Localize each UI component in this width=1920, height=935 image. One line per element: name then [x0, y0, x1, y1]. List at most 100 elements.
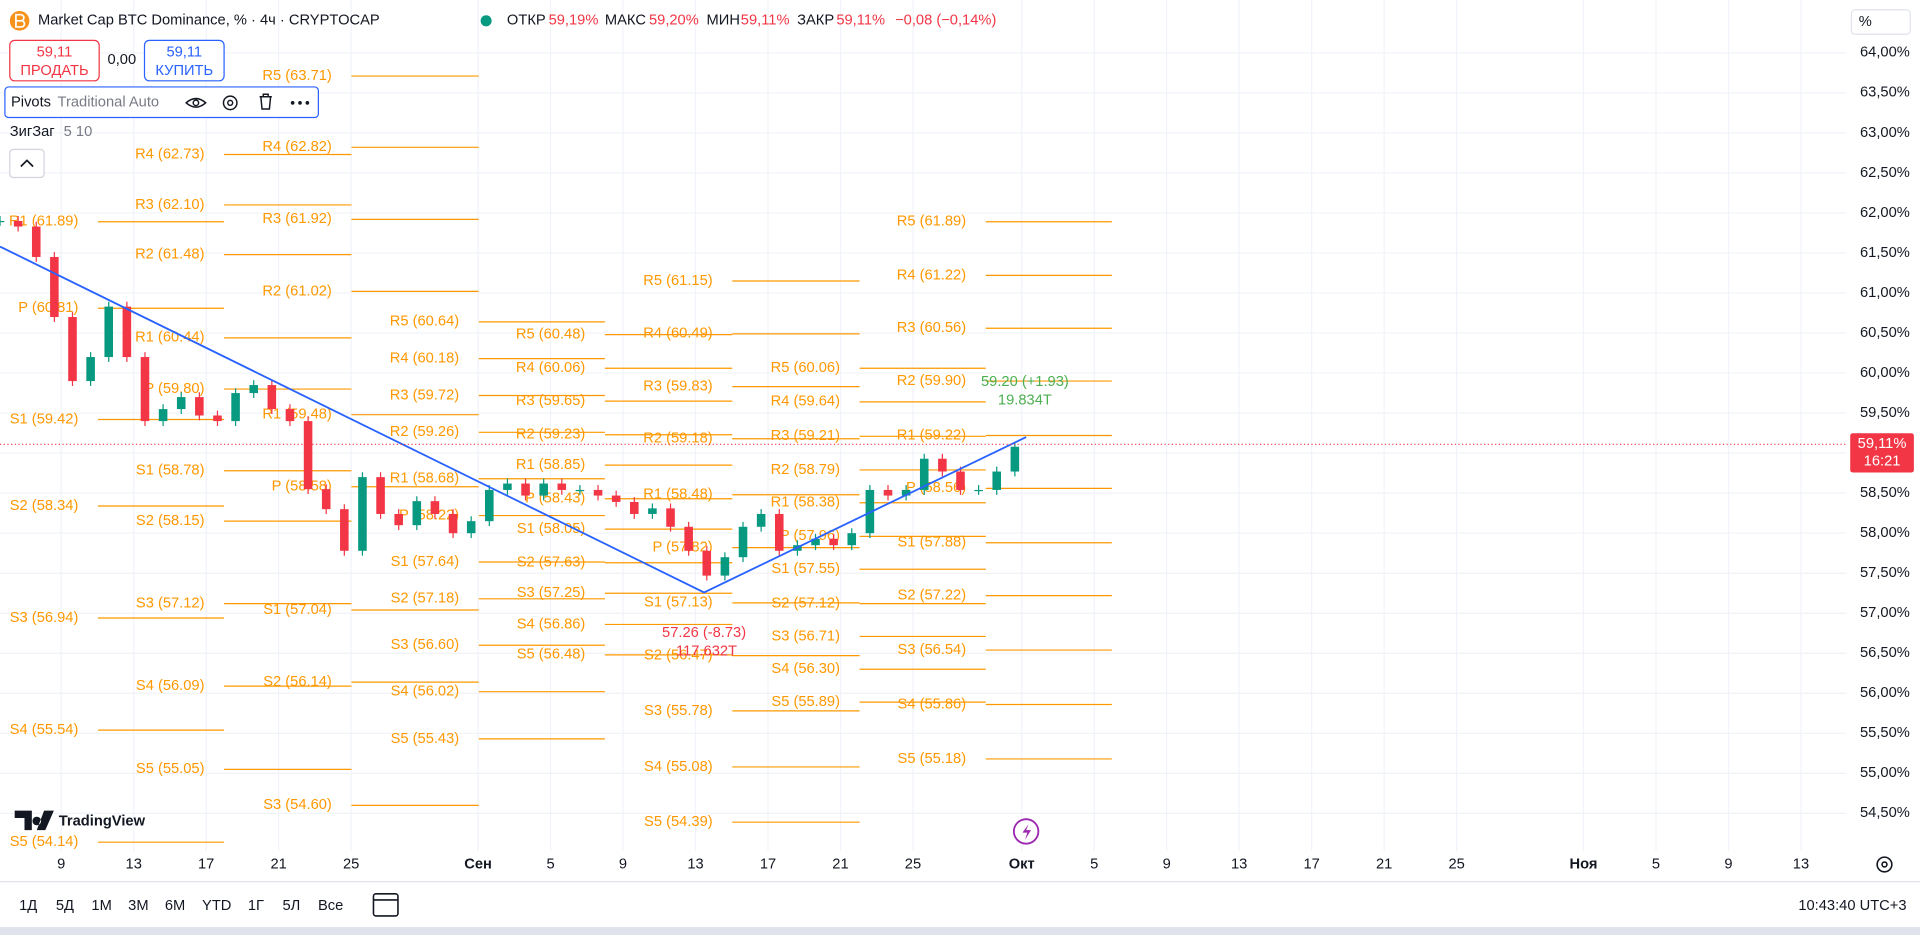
- pivot-label: R3 (59.83): [643, 379, 712, 395]
- symbol-title: Market Cap BTC Dominance, % · 4ч · CRYPT…: [38, 13, 380, 29]
- candle: [883, 489, 893, 496]
- range-button[interactable]: 3М: [128, 898, 148, 914]
- candle: [394, 513, 403, 526]
- y-tick-label: 57,00%: [1860, 605, 1910, 621]
- pivot-label: R1 (60.44): [135, 330, 204, 346]
- buy-label: КУПИТЬ: [155, 63, 213, 79]
- dot: [298, 101, 302, 105]
- ohlc-label: ЗАКР: [797, 13, 834, 29]
- last-price-label: 59,11%: [1858, 436, 1907, 452]
- pivot-label: R3 (59.21): [771, 428, 840, 444]
- pivot-label: R2 (58.79): [771, 462, 840, 478]
- candle: [285, 409, 295, 422]
- range-button[interactable]: 5Д: [56, 898, 74, 914]
- pivot-label: S5 (55.18): [898, 751, 967, 767]
- pivot-label: R5 (61.15): [643, 273, 712, 289]
- x-tick-label: 13: [1231, 856, 1247, 872]
- x-tick-label: 13: [1793, 856, 1809, 872]
- pivot-label: S1 (57.13): [644, 595, 713, 611]
- candle: [430, 501, 440, 514]
- indicator-params: 5 10: [64, 124, 93, 140]
- eye-icon[interactable]: [185, 97, 207, 108]
- pivot-label: P (60.81): [18, 300, 78, 316]
- candle: [68, 317, 77, 382]
- pivot-label: R4 (59.64): [771, 394, 840, 410]
- spread: 0,00: [108, 52, 137, 68]
- candle: [213, 415, 222, 422]
- pivot-label: S3 (56.54): [898, 642, 967, 658]
- collapse-button[interactable]: [9, 148, 45, 179]
- x-tick-label: 21: [832, 856, 848, 872]
- buy-price: 59,11: [166, 45, 202, 61]
- pivot-label: R1 (59.22): [897, 427, 966, 443]
- scale-mode-button[interactable]: [1850, 9, 1911, 35]
- pivot-label: R1 (58.68): [390, 471, 459, 487]
- pivot-label: S4 (55.54): [10, 722, 79, 738]
- x-tick-label: Сен: [464, 856, 492, 872]
- range-button[interactable]: 1Д: [19, 898, 37, 914]
- pivot-label: S2 (56.14): [263, 674, 332, 690]
- x-tick-label: 17: [1304, 856, 1320, 872]
- y-tick-label: 58,50%: [1860, 485, 1910, 501]
- candle: [1010, 446, 1020, 472]
- pivot-label: S3 (54.60): [263, 797, 332, 813]
- y-tick-label: 61,00%: [1860, 285, 1910, 301]
- y-tick-label: 56,50%: [1860, 645, 1910, 661]
- scale-mode: %: [1859, 14, 1872, 30]
- range-button[interactable]: YTD: [202, 898, 231, 914]
- y-tick-label: 54,50%: [1860, 805, 1910, 821]
- clock[interactable]: 10:43:40 UTC+3: [1798, 898, 1906, 914]
- ohlc-value: 59,20%: [649, 13, 699, 29]
- x-tick-label: 25: [905, 856, 921, 872]
- pivot-label: S1 (57.55): [771, 561, 840, 577]
- indicator-name: ЗигЗаг: [10, 124, 55, 140]
- x-tick-label: Ноя: [1570, 856, 1598, 872]
- candle: [358, 477, 367, 551]
- y-tick-label: 55,00%: [1860, 765, 1910, 781]
- indicator-params: Traditional Auto: [58, 95, 160, 111]
- candle: [557, 483, 567, 490]
- pivot-label: R5 (60.48): [516, 327, 585, 343]
- pivot-label: R4 (60.49): [643, 326, 712, 342]
- chevron: [20, 159, 34, 168]
- more-icon[interactable]: [290, 101, 310, 105]
- y-tick-label: 63,50%: [1860, 85, 1910, 101]
- ohlc-label: МАКС: [605, 13, 646, 29]
- pivot-label: S3 (56.71): [771, 628, 840, 644]
- candle: [684, 526, 693, 551]
- pivot-label: S2 (58.15): [136, 513, 205, 529]
- pivot-label: S1 (58.78): [136, 463, 205, 479]
- x-tick-label: Окт: [1009, 856, 1035, 872]
- pivot-label: S4 (55.86): [898, 696, 967, 712]
- pivot-label: P (57.96): [780, 528, 840, 544]
- candle: [86, 357, 95, 382]
- pivot-label: S2 (58.34): [10, 498, 79, 514]
- x-tick-label: 21: [1376, 856, 1392, 872]
- pivot-label: S1 (57.04): [263, 602, 332, 618]
- range-button[interactable]: 1Г: [248, 898, 264, 914]
- sell-button[interactable]: [9, 39, 100, 82]
- dot: [290, 101, 295, 105]
- countdown: 16:21: [1864, 453, 1901, 469]
- pivot-label: P (58.43): [525, 491, 585, 507]
- pivot-label: R1 (58.38): [771, 495, 840, 511]
- pivot-label: R1 (61.89): [9, 214, 78, 230]
- delete-icon[interactable]: [259, 93, 272, 110]
- candle: [938, 458, 947, 472]
- buy-button[interactable]: [143, 39, 225, 82]
- y-tick-label: 62,50%: [1860, 165, 1910, 181]
- axis-settings-icon[interactable]: [1876, 856, 1893, 873]
- indicator-legend[interactable]: [4, 86, 319, 119]
- candle: [50, 256, 59, 318]
- settings-icon[interactable]: [222, 95, 238, 111]
- date-range-button[interactable]: [372, 893, 399, 917]
- candle: [267, 385, 277, 410]
- x-tick-label: 21: [271, 856, 287, 872]
- pivot-label: R2 (61.02): [262, 283, 331, 299]
- range-button[interactable]: 1М: [91, 898, 111, 914]
- range-button[interactable]: 5Л: [283, 898, 301, 914]
- pivot-label: S4 (56.86): [517, 616, 586, 632]
- range-button[interactable]: Все: [318, 898, 343, 914]
- pivot-label: R5 (60.06): [771, 360, 840, 376]
- range-button[interactable]: 6М: [165, 898, 185, 914]
